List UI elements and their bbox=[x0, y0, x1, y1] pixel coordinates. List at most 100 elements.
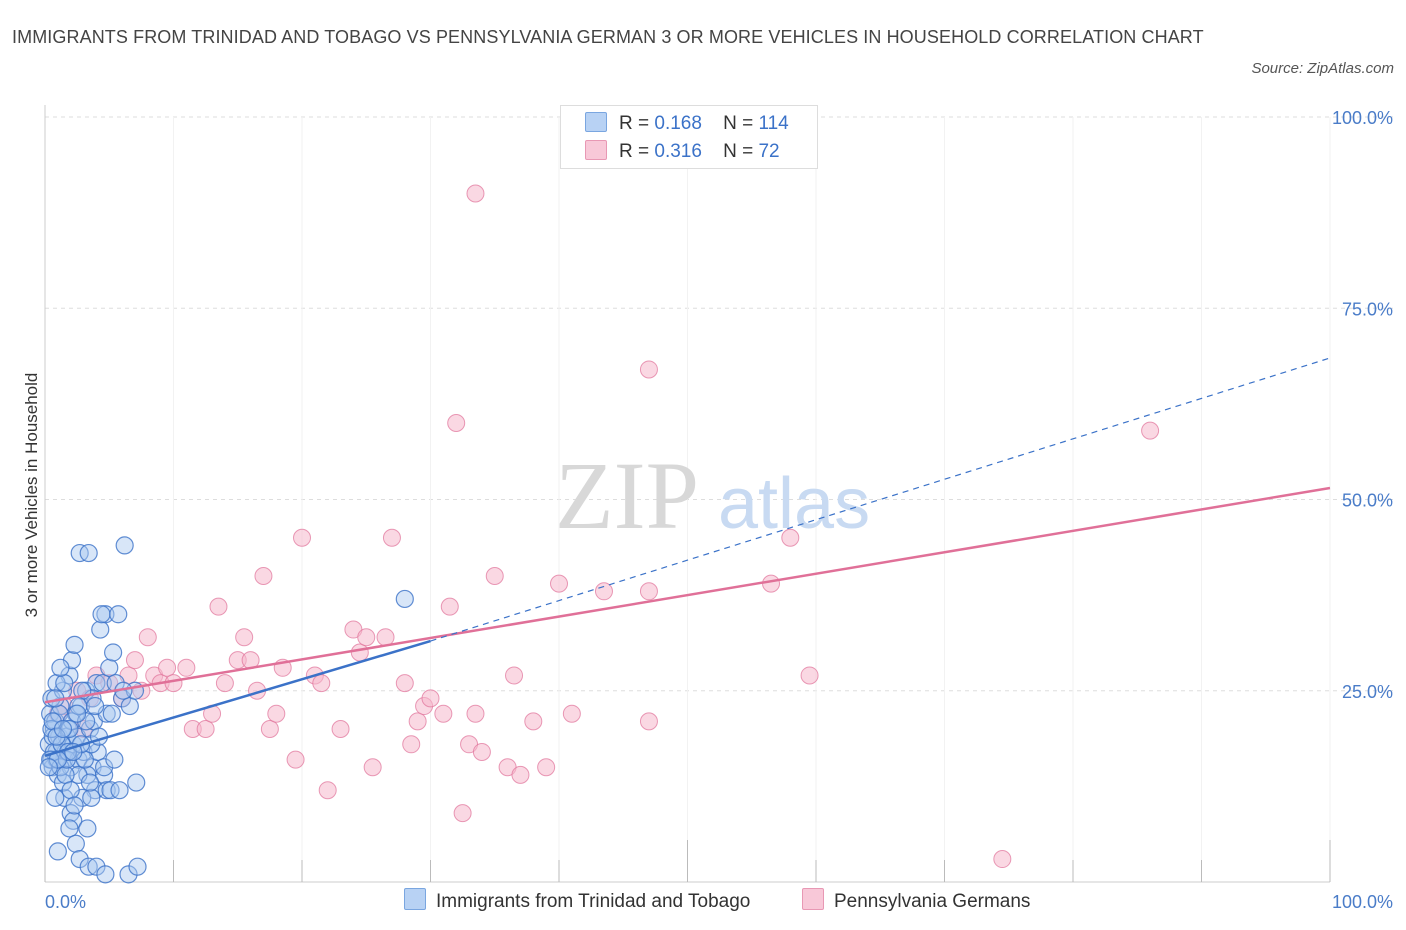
pink-point bbox=[215, 674, 234, 693]
blue-point bbox=[395, 589, 414, 609]
pink-point bbox=[376, 628, 395, 647]
blue-point bbox=[39, 758, 58, 777]
blue-point bbox=[46, 788, 65, 807]
series-legend-pagerman: Pennsylvania Germans bbox=[802, 888, 1030, 916]
blue-point bbox=[82, 788, 101, 807]
blue-trend-line bbox=[44, 639, 431, 757]
pink-point bbox=[408, 712, 427, 731]
y-tick-label: 100.0% bbox=[1332, 108, 1393, 128]
legend-r-value: 0.316 bbox=[654, 141, 702, 162]
pink-point bbox=[505, 666, 524, 685]
blue-point bbox=[95, 765, 114, 785]
blue-point bbox=[55, 673, 74, 693]
blue-trend-extension bbox=[430, 357, 1331, 642]
pink-point bbox=[164, 674, 183, 693]
pink-point bbox=[434, 704, 453, 723]
pink-point bbox=[196, 720, 215, 738]
y-tick-label: 25.0% bbox=[1342, 682, 1393, 702]
pink-point bbox=[762, 574, 781, 593]
pink-point bbox=[158, 658, 177, 677]
blue-point bbox=[51, 658, 70, 677]
pink-point bbox=[177, 658, 196, 677]
pink-point bbox=[781, 528, 800, 547]
pink-point bbox=[138, 628, 157, 647]
source-label: Source: ZipAtlas.com bbox=[1251, 60, 1394, 77]
blue-point bbox=[105, 750, 124, 769]
blue-point bbox=[95, 758, 114, 777]
blue-point bbox=[80, 773, 100, 792]
blue-point bbox=[56, 765, 75, 785]
legend-n-value: 72 bbox=[758, 141, 780, 162]
blue-point bbox=[47, 673, 66, 693]
pink-point bbox=[382, 528, 401, 547]
pink-point bbox=[639, 360, 658, 379]
x-tick-label: 100.0% bbox=[1332, 892, 1393, 912]
pink-point bbox=[235, 628, 254, 647]
trend-lines bbox=[44, 357, 1331, 757]
pink-point bbox=[267, 704, 286, 723]
pink-point bbox=[286, 750, 305, 769]
pink-point bbox=[537, 758, 556, 777]
pink-point bbox=[447, 414, 466, 432]
pink-point bbox=[318, 781, 337, 800]
pink-point bbox=[331, 720, 350, 738]
pink-point bbox=[402, 735, 421, 754]
pink-point bbox=[395, 674, 414, 693]
x-tick-label: 0.0% bbox=[45, 892, 86, 912]
pink-point bbox=[485, 567, 504, 585]
pink-point bbox=[594, 582, 613, 601]
legend-r-label: R = bbox=[619, 113, 650, 134]
pink-point bbox=[440, 597, 459, 616]
pink-point bbox=[209, 597, 228, 616]
blue-point bbox=[92, 605, 111, 624]
blue-point bbox=[53, 719, 73, 739]
blue-point bbox=[91, 620, 110, 639]
legend-row-trinidad: R = 0.168 N = 114 bbox=[585, 112, 789, 138]
blue-point bbox=[100, 658, 119, 677]
tick-labels: 25.0% 50.0% 75.0% 100.0% 0.0% 100.0% bbox=[45, 108, 1393, 912]
legend-n-label: N = bbox=[723, 113, 754, 134]
pink-point bbox=[472, 742, 491, 761]
series-swatch-blue bbox=[404, 888, 426, 910]
legend-r-label: R = bbox=[619, 141, 650, 162]
legend-n-label: N = bbox=[723, 141, 754, 162]
pink-point bbox=[293, 528, 311, 547]
correlation-legend: R = 0.168 N = 114 R = 0.316 N = 72 bbox=[560, 105, 818, 169]
pink-point bbox=[550, 574, 568, 593]
blue-point bbox=[79, 543, 98, 563]
blue-point bbox=[86, 696, 105, 716]
blue-point bbox=[120, 696, 139, 716]
blue-point bbox=[110, 781, 129, 800]
grid-lines bbox=[45, 116, 1395, 882]
pink-point bbox=[511, 765, 530, 784]
blue-point bbox=[43, 712, 62, 731]
blue-point bbox=[102, 704, 121, 723]
pink-point bbox=[260, 720, 279, 738]
pink-point bbox=[357, 628, 376, 647]
series-name: Immigrants from Trinidad and Tobago bbox=[436, 891, 751, 912]
pink-point bbox=[254, 567, 273, 585]
blue-point bbox=[79, 857, 98, 876]
pink-point bbox=[562, 704, 581, 723]
y-axis-label: 3 or more Vehicles in Household bbox=[22, 372, 41, 618]
pink-point bbox=[639, 582, 658, 601]
blue-point bbox=[61, 781, 80, 800]
series-legend-trinidad: Immigrants from Trinidad and Tobago bbox=[404, 888, 750, 916]
watermark-zip: ZIP bbox=[555, 442, 699, 549]
blue-point bbox=[68, 704, 87, 723]
pink-point bbox=[312, 674, 331, 693]
blue-point bbox=[87, 673, 106, 693]
blue-point bbox=[96, 605, 115, 624]
chart-title: IMMIGRANTS FROM TRINIDAD AND TOBAGO VS P… bbox=[12, 27, 1204, 47]
y-tick-label: 75.0% bbox=[1342, 299, 1393, 319]
blue-point bbox=[48, 842, 67, 861]
y-tick-label: 50.0% bbox=[1342, 491, 1393, 511]
pink-point bbox=[421, 689, 440, 708]
series-name: Pennsylvania Germans bbox=[834, 891, 1031, 912]
blue-point bbox=[65, 635, 84, 654]
pink-point bbox=[466, 704, 485, 723]
blue-point bbox=[66, 834, 85, 853]
pink-point bbox=[800, 666, 819, 685]
series-swatch-pink bbox=[802, 888, 824, 910]
